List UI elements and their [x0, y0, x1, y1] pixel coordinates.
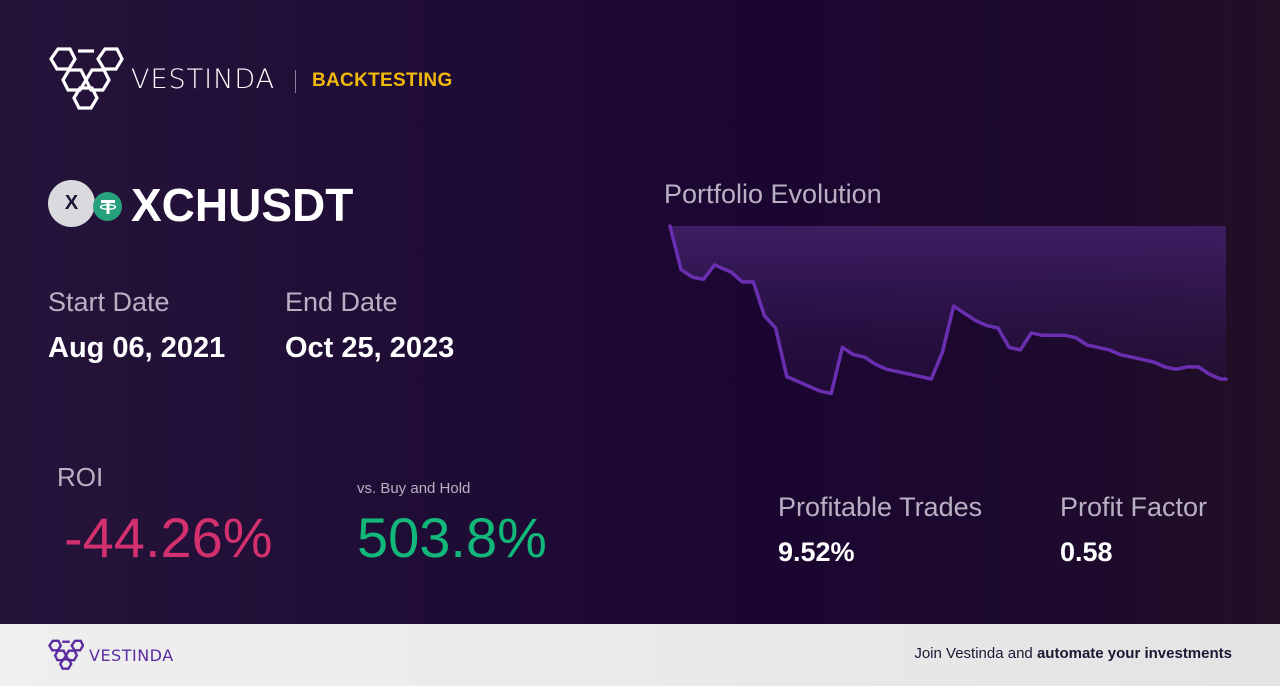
- roi-label: ROI: [57, 462, 104, 492]
- chart-area-fill: [670, 226, 1226, 394]
- profitable-trades-value: 9.52%: [778, 537, 855, 567]
- footer-brand: VESTINDA: [89, 646, 174, 665]
- footer-cta-link[interactable]: Join Vestinda and automate your investme…: [914, 645, 1232, 662]
- profit-factor-label: Profit Factor: [1060, 492, 1208, 522]
- vestinda-logo-icon: [49, 47, 124, 110]
- start-date-label: Start Date: [48, 287, 170, 317]
- footer-bar: [0, 624, 1280, 686]
- profit-factor-value: 0.58: [1060, 537, 1113, 567]
- end-date-value: Oct 25, 2023: [285, 332, 455, 364]
- base-coin-letter: X: [64, 192, 79, 214]
- buy-hold-value: 503.8%: [357, 506, 547, 569]
- chart-line: [668, 224, 1228, 396]
- cta-prefix: Join Vestinda and: [914, 645, 1037, 662]
- tether-glyph-icon: [99, 199, 116, 214]
- start-date-value: Aug 06, 2021: [48, 332, 226, 364]
- profitable-trades-label: Profitable Trades: [778, 492, 983, 522]
- buy-hold-label: vs. Buy and Hold: [357, 480, 471, 497]
- trading-pair: XCHUSDT: [131, 179, 354, 231]
- footer-logo-icon: [48, 639, 84, 670]
- cta-bold: automate your investments: [1036, 645, 1232, 662]
- base-coin-icon: X: [48, 180, 95, 227]
- header-divider: [295, 70, 296, 93]
- portfolio-evolution-chart: [668, 224, 1228, 396]
- end-date-label: End Date: [285, 287, 398, 317]
- tether-icon: [93, 192, 122, 221]
- section-tag: BACKTESTING: [312, 70, 453, 91]
- chart-title: Portfolio Evolution: [664, 179, 882, 209]
- roi-value: -44.26%: [64, 506, 273, 569]
- brand-name: VESTINDA: [131, 64, 276, 95]
